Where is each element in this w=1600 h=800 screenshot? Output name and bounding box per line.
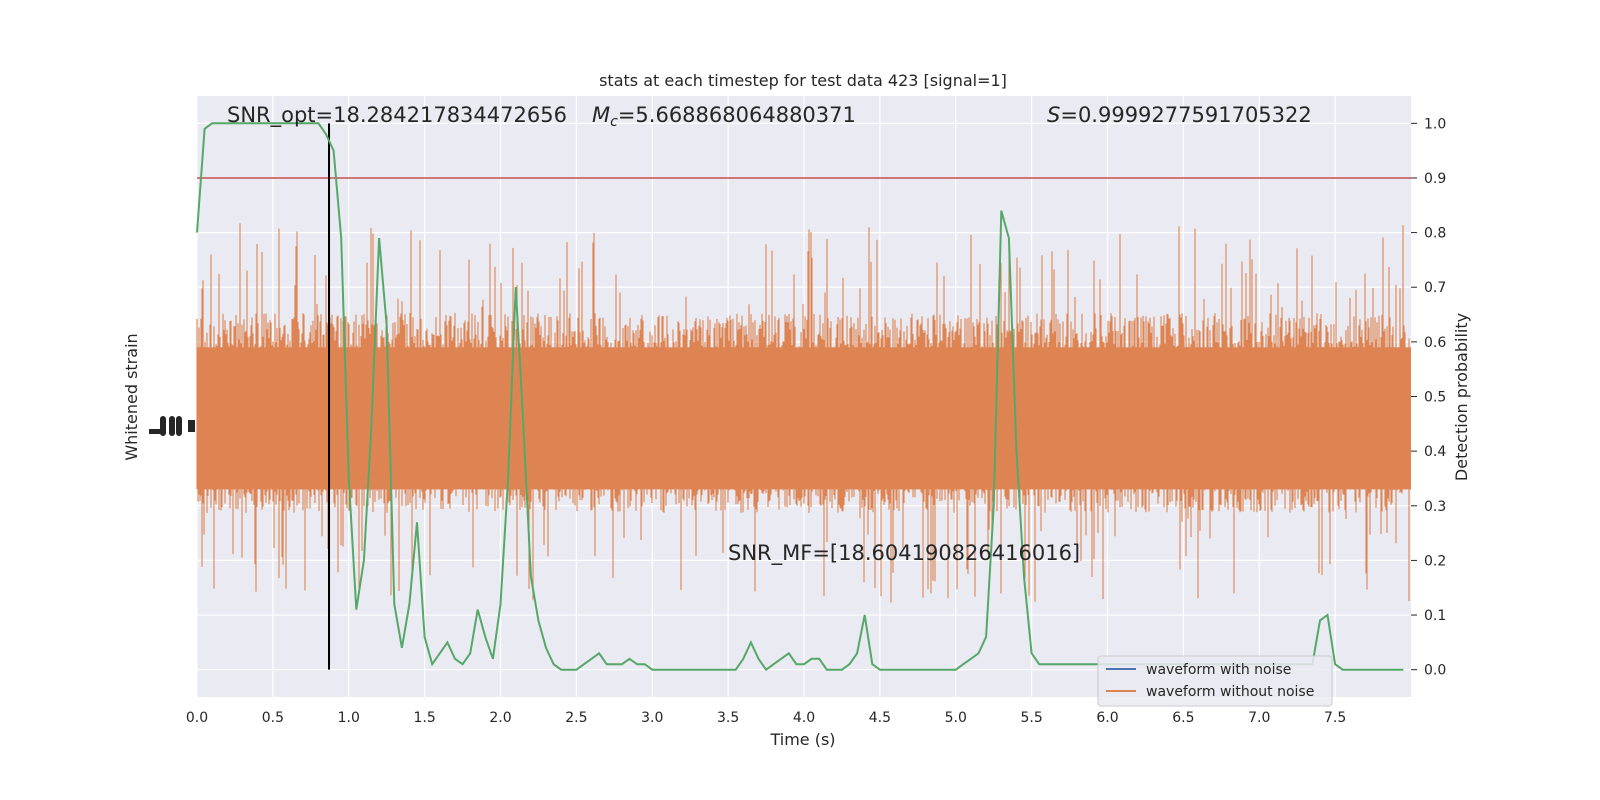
chirp-mass-annotation: Mc=5.668868064880371 (592, 103, 856, 130)
chirp-mass-subscript: c (610, 114, 618, 130)
x-tick-label: 4.0 (793, 710, 815, 726)
waveform-without-noise-core (197, 347, 1411, 490)
y-tick-label: 0.4 (1424, 444, 1446, 460)
x-tick-label: 1.0 (338, 710, 360, 726)
snr-opt-annotation: SNR_opt=18.284217834472656 (227, 103, 567, 128)
legend-label-waveform-with-noise: waveform with noise (1146, 662, 1291, 678)
y-axis-right-ticks: 0.0 0.1 0.2 0.3 0.4 0.5 0.6 0.7 0.8 0.9 1.0 (1411, 116, 1446, 679)
left-axis-squished-ticks (149, 416, 195, 436)
x-tick-label: 0.5 (262, 710, 284, 726)
chart-title: stats at each timestep for test data 423… (599, 71, 1007, 90)
x-tick-label: 6.0 (1096, 710, 1118, 726)
x-tick-label: 5.0 (945, 710, 967, 726)
legend-label-waveform-without-noise: waveform without noise (1146, 684, 1314, 700)
x-tick-label: 5.5 (1020, 710, 1042, 726)
x-axis-label: Time (s) (769, 730, 835, 749)
legend: waveform with noise waveform without noi… (1097, 655, 1333, 707)
x-tick-label: 3.0 (641, 710, 663, 726)
x-tick-label: 1.5 (413, 710, 435, 726)
x-tick-label: 6.5 (1172, 710, 1194, 726)
x-tick-label: 2.5 (565, 710, 587, 726)
noise-band (196, 223, 1411, 603)
y-tick-label: 0.5 (1424, 390, 1446, 406)
statistic-value: =0.9999277591705322 (1060, 103, 1311, 127)
x-tick-label: 3.5 (717, 710, 739, 726)
y-axis-left-label: Whitened strain (122, 333, 141, 460)
y-tick-label: 0.2 (1424, 553, 1446, 569)
chirp-mass-value: =5.668868064880371 (618, 103, 856, 127)
y-tick-label: 0.9 (1424, 171, 1446, 187)
x-axis-ticks: 0.0 0.5 1.0 1.5 2.0 2.5 3.0 3.5 4.0 4.5 5.0 5.5 6.0 6… (186, 710, 1346, 726)
statistic-annotation: S=0.9999277591705322 (1047, 103, 1312, 127)
y-tick-label: 0.8 (1424, 226, 1446, 242)
x-tick-label: 7.5 (1324, 710, 1346, 726)
statistic-symbol: S (1047, 103, 1060, 127)
y-axis-right-label: Detection probability (1452, 313, 1471, 481)
y-tick-label: 1.0 (1424, 116, 1446, 132)
chirp-mass-symbol: M (592, 103, 610, 127)
y-tick-label: 0.3 (1424, 499, 1446, 515)
y-tick-label: 0.6 (1424, 335, 1446, 351)
legend-box (1097, 655, 1333, 707)
y-tick-label: 0.0 (1424, 663, 1446, 679)
x-tick-label: 7.0 (1248, 710, 1270, 726)
x-tick-label: 0.0 (186, 710, 208, 726)
y-tick-label: 0.7 (1424, 280, 1446, 296)
x-tick-label: 2.0 (489, 710, 511, 726)
x-tick-label: 4.5 (869, 710, 891, 726)
y-tick-label: 0.1 (1424, 608, 1446, 624)
snr-mf-annotation: SNR_MF=[18.604190826416016] (728, 541, 1080, 566)
